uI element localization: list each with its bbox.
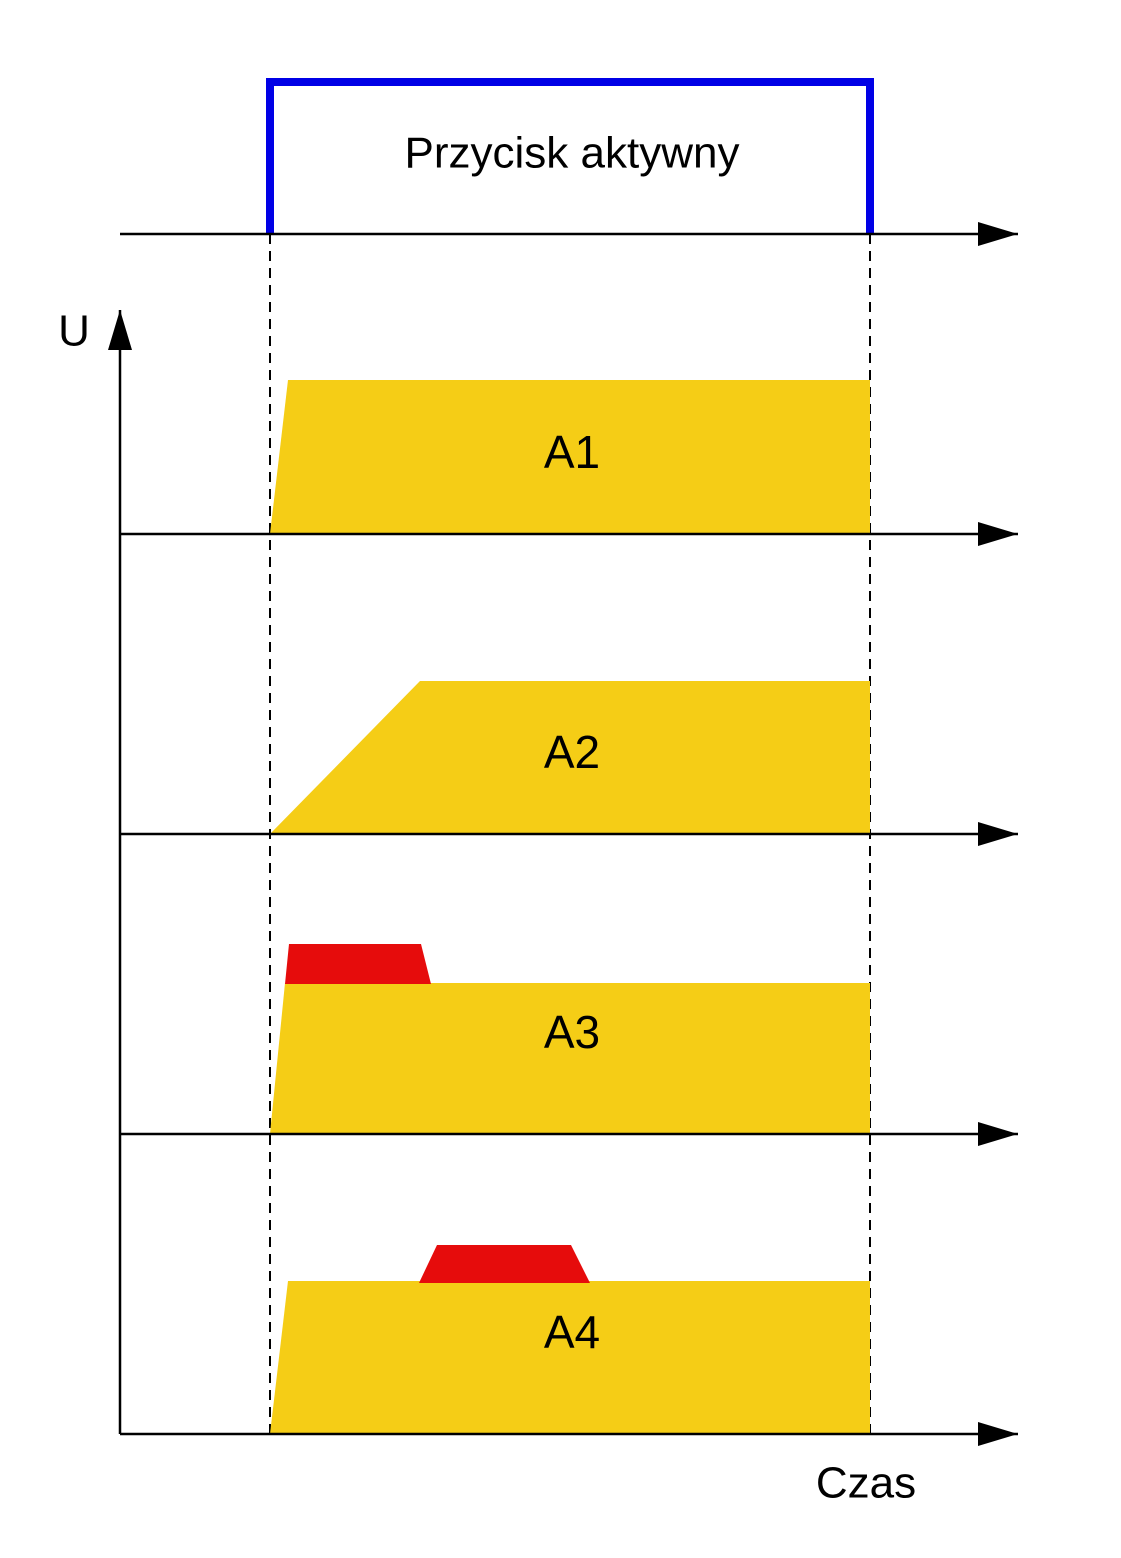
waveform: [270, 983, 870, 1134]
mode-label: A4: [544, 1306, 600, 1358]
waveform: [270, 681, 870, 834]
waveform: [270, 380, 870, 534]
mode-label: A1: [544, 426, 600, 478]
waveform: [270, 1281, 870, 1434]
button-label: Przycisk aktywny: [405, 129, 740, 178]
boost-pulse: [285, 944, 431, 984]
mode-label: A3: [544, 1006, 600, 1058]
button-pulse: [266, 78, 874, 234]
x-axis-label: Czas: [816, 1459, 916, 1508]
y-axis-label: U: [58, 307, 90, 356]
mode-label: A2: [544, 726, 600, 778]
boost-pulse: [419, 1245, 590, 1283]
